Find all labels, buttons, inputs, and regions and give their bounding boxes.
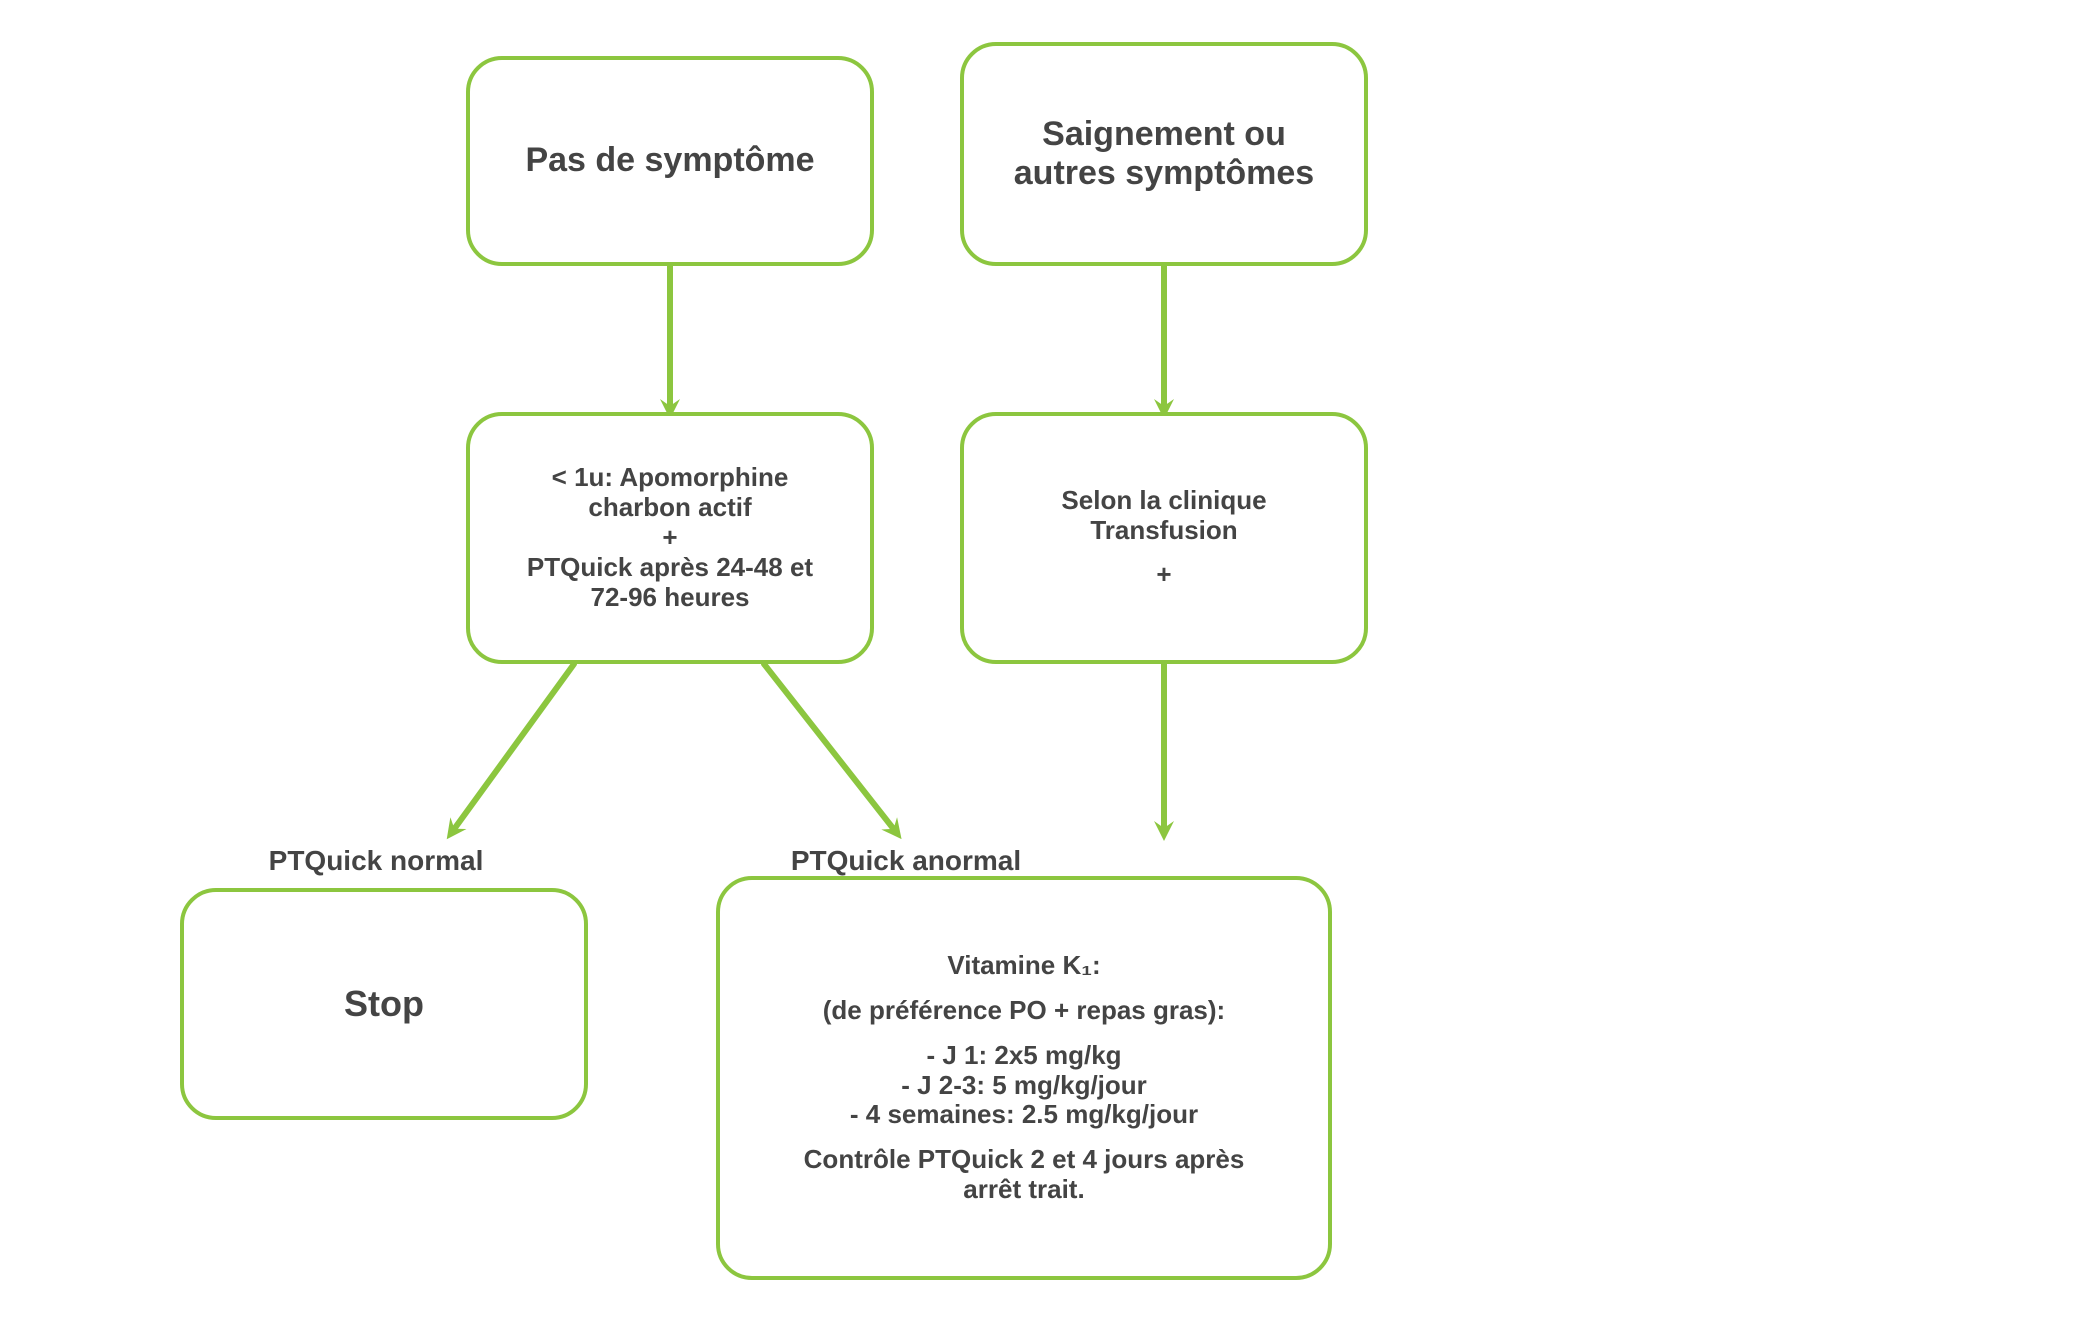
node-text-line: Selon la clinique <box>1061 486 1266 516</box>
node-text-line: charbon actif <box>588 493 751 523</box>
node-text-line: Contrôle PTQuick 2 et 4 jours après <box>804 1145 1245 1175</box>
node-text-line: Vitamine K₁: <box>947 951 1100 981</box>
label-ptquick-normal: PTQuick normal <box>216 845 536 877</box>
node-apomorphine: < 1u: Apomorphinecharbon actif+PTQuick a… <box>466 412 874 664</box>
node-text-line: < 1u: Apomorphine <box>552 463 789 493</box>
node-text-line: autres symptômes <box>1014 154 1314 193</box>
node-text-line <box>1162 545 1166 560</box>
node-text-line: (de préférence PO + repas gras): <box>823 996 1225 1026</box>
node-text-line <box>1022 1026 1026 1041</box>
node-text-line: arrêt trait. <box>963 1175 1084 1205</box>
node-text-line <box>1022 1130 1026 1145</box>
node-transfusion: Selon la cliniqueTransfusion + <box>960 412 1368 664</box>
label-ptquick-anormal: PTQuick anormal <box>746 845 1066 877</box>
node-text-line: + <box>662 523 677 553</box>
node-text-line: Stop <box>344 983 424 1024</box>
node-stop: Stop <box>180 888 588 1120</box>
node-text-line: - J 1: 2x5 mg/kg <box>926 1041 1121 1071</box>
node-text-line: 72-96 heures <box>591 583 750 613</box>
node-text-line: - 4 semaines: 2.5 mg/kg/jour <box>850 1100 1198 1130</box>
node-text-line: PTQuick après 24-48 et <box>527 553 813 583</box>
node-text-line <box>1022 981 1026 996</box>
node-text-line: - J 2-3: 5 mg/kg/jour <box>901 1071 1147 1101</box>
node-text-line: Transfusion <box>1090 516 1237 546</box>
edge-apomorphine-to-vitk <box>764 664 896 832</box>
node-text-line: Saignement ou <box>1042 115 1286 154</box>
flowchart-stage: { "diagram": { "type": "flowchart", "can… <box>0 0 2080 1320</box>
node-vitk: Vitamine K₁: (de préférence PO + repas g… <box>716 876 1332 1280</box>
node-no-symptom: Pas de symptôme <box>466 56 874 266</box>
edge-apomorphine-to-stop <box>452 664 574 832</box>
node-bleeding: Saignement ouautres symptômes <box>960 42 1368 266</box>
node-text-line: + <box>1156 560 1171 590</box>
node-text-line: Pas de symptôme <box>525 141 814 180</box>
